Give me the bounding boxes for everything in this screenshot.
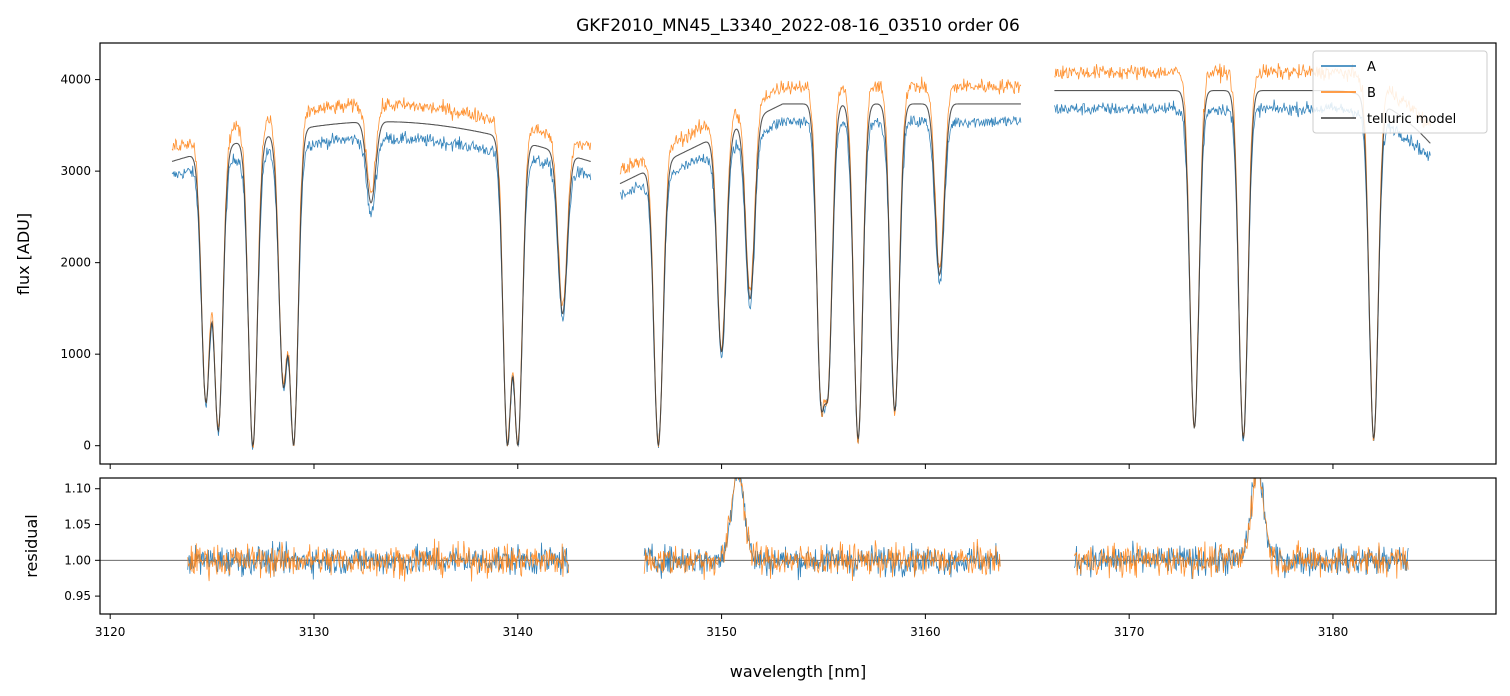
wavelength-xtick-label: 3160 <box>910 625 941 639</box>
residual-ytick-label: 0.95 <box>64 589 91 603</box>
wavelength-xtick-label: 3150 <box>706 625 737 639</box>
wavelength-xtick-label: 3130 <box>299 625 330 639</box>
residual-panel: 0.95 1.00 1.05 1.10 3120 3130 3140 3150 3160 317… <box>22 477 1497 681</box>
flux-ytick-label: 0 <box>83 439 91 453</box>
legend-frame <box>1312 50 1488 134</box>
legend-label-telluric: telluric model <box>1367 112 1456 127</box>
flux-ytick-label: 3000 <box>60 164 91 178</box>
wavelength-xtick-label: 3120 <box>95 625 126 639</box>
flux-panel: 0 1000 2000 3000 4000 flux [ADU] <box>14 42 1497 469</box>
residual-ytick-label: 1.05 <box>64 518 91 532</box>
legend: A B telluric model <box>1312 50 1488 134</box>
telluric-model-line <box>171 90 1431 448</box>
legend-label-a: A <box>1367 60 1376 75</box>
flux-axes-frame <box>99 42 1497 465</box>
flux-ytick-label: 2000 <box>60 256 91 270</box>
residual-ytick-label: 1.00 <box>64 553 91 567</box>
series-b-residual-line <box>187 478 1409 582</box>
chart-title: GKF2010_MN45_L3340_2022-08-16_03510 orde… <box>576 16 1020 36</box>
wavelength-xlabel: wavelength [nm] <box>730 662 867 681</box>
legend-label-b: B <box>1367 86 1376 101</box>
wavelength-xtick-label: 3170 <box>1114 625 1145 639</box>
residual-ytick-label: 1.10 <box>64 482 91 496</box>
wavelength-xtick-label: 3180 <box>1318 625 1349 639</box>
residual-axes-frame <box>99 477 1497 615</box>
flux-ylabel: flux [ADU] <box>14 213 33 295</box>
wavelength-xtick-label: 3140 <box>503 625 534 639</box>
flux-ytick-label: 1000 <box>60 347 91 361</box>
flux-ytick-label: 4000 <box>60 73 91 87</box>
residual-ylabel: residual <box>22 514 41 577</box>
